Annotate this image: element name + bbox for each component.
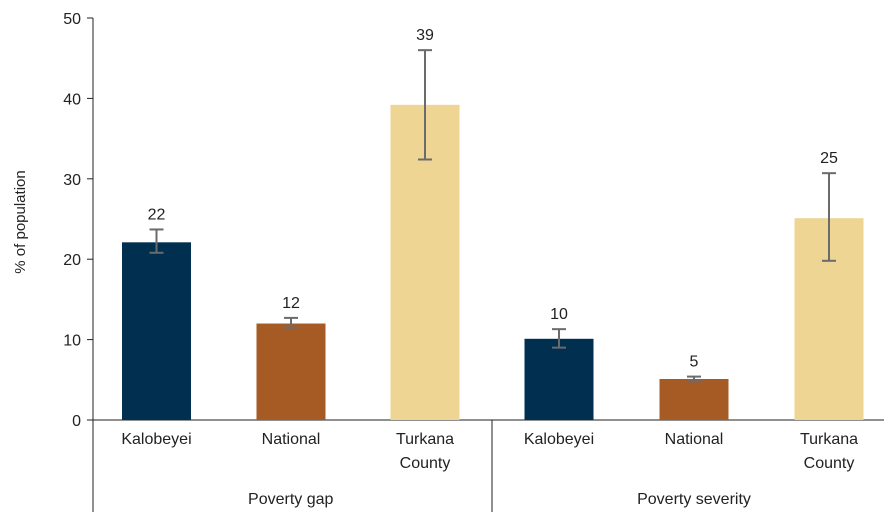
y-tick-label: 10 <box>63 333 81 350</box>
data-label: 25 <box>820 150 838 167</box>
x-tick-label: Turkana County <box>396 431 454 472</box>
bar <box>256 323 326 420</box>
y-tick-label: 30 <box>63 172 81 189</box>
x-tick-label: Turkana County <box>800 431 858 472</box>
group-label: Poverty gap <box>248 491 333 508</box>
bar <box>659 378 729 420</box>
data-label: 10 <box>550 306 568 323</box>
y-tick-label: 50 <box>63 11 81 28</box>
x-tick-label: National <box>665 431 724 448</box>
labels: 0 10 20 30 40 50 22 Kalobeyei 12 National 39 Turkan… <box>63 11 858 508</box>
x-tick-label: Kalobeyei <box>121 431 191 448</box>
y-axis-label: % of population <box>12 170 29 273</box>
data-label: 39 <box>416 27 434 44</box>
group-label: Poverty severity <box>637 491 751 508</box>
data-label: 22 <box>148 206 166 223</box>
y-tick-label: 20 <box>63 252 81 269</box>
bars <box>122 49 864 420</box>
data-label: 5 <box>690 354 699 371</box>
axes <box>87 17 884 512</box>
x-tick-label: National <box>262 431 321 448</box>
y-tick-label: 0 <box>72 413 81 430</box>
y-tick-label: 40 <box>63 91 81 108</box>
bar <box>524 338 594 420</box>
bar <box>122 242 191 420</box>
x-tick-label: Kalobeyei <box>524 431 594 448</box>
data-label: 12 <box>282 295 300 312</box>
